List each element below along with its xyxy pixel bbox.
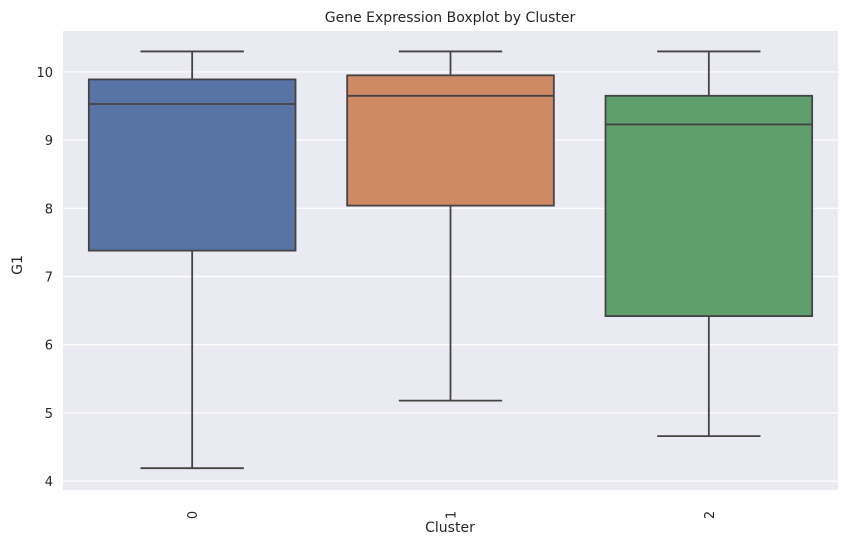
y-tick-label: 9 [45,134,53,149]
y-tick-label: 4 [45,475,53,490]
y-tick-label: 8 [45,202,53,217]
box-2 [604,50,814,438]
iqr-box [87,78,297,252]
y-tick-label: 10 [36,66,53,81]
chart-title: Gene Expression Boxplot by Cluster [325,10,576,26]
iqr-box [346,74,555,207]
y-tick-label: 5 [45,407,53,422]
x-tick-labels: 0 1 2 [186,511,718,519]
x-axis-label: Cluster [425,520,475,536]
y-tick-label: 6 [45,339,53,354]
box-0 [87,50,297,470]
box-1 [346,50,555,402]
x-tick-label: 1 [445,511,460,519]
y-tick-label: 7 [45,271,53,286]
x-tick-label: 0 [186,511,201,519]
y-axis-label: G1 [10,255,26,275]
y-tick-labels: 4 5 6 7 8 9 10 [36,66,53,490]
boxes-group [87,50,814,470]
x-tick-label: 2 [703,511,718,519]
iqr-box [604,94,814,317]
